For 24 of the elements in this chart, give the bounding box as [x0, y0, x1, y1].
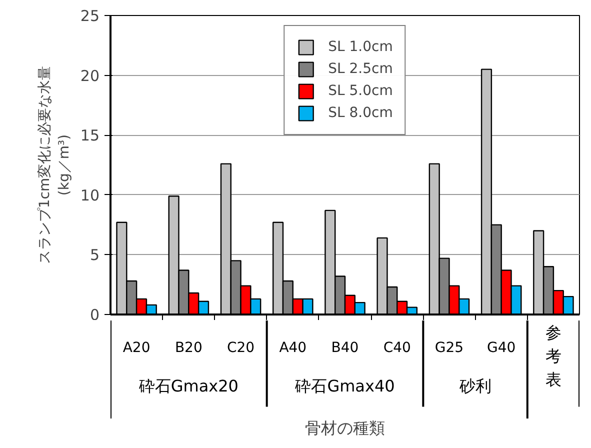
x-tick-label: A40: [279, 340, 307, 356]
legend-label: SL 8.0cm: [328, 105, 393, 121]
legend-label: SL 5.0cm: [328, 83, 393, 99]
x-tick-label: B40: [331, 340, 359, 356]
y-tick-label: 20: [80, 66, 100, 85]
x-axis-title: 骨材の種類: [305, 418, 385, 438]
y-axis-title: スランプ1cm変化に必要な水量 (kg／m³): [37, 66, 72, 264]
y-tick-label: 5: [90, 246, 100, 264]
x-tick-label: G25: [434, 340, 464, 356]
x-tick-label: A20: [122, 340, 150, 356]
y-tick-label: 10: [80, 186, 100, 204]
text: 砂利: [458, 376, 492, 396]
x-tick-label: B20: [174, 340, 202, 356]
legend-label: SL 2.5cm: [328, 61, 393, 77]
text: 砕石Gmax20: [138, 376, 238, 396]
x-tick-label: C40: [383, 340, 411, 356]
text: 砕石Gmax40: [294, 376, 395, 396]
y-tick-label: 15: [80, 126, 100, 145]
x-tick-label: C20: [226, 340, 255, 356]
y-tick-label: 25: [80, 7, 100, 25]
legend-label: SL 1.0cm: [328, 39, 393, 55]
x-tick-label: G40: [487, 340, 516, 356]
x-tick-label: 参考表: [545, 322, 562, 389]
y-tick-label: 0: [90, 306, 100, 324]
